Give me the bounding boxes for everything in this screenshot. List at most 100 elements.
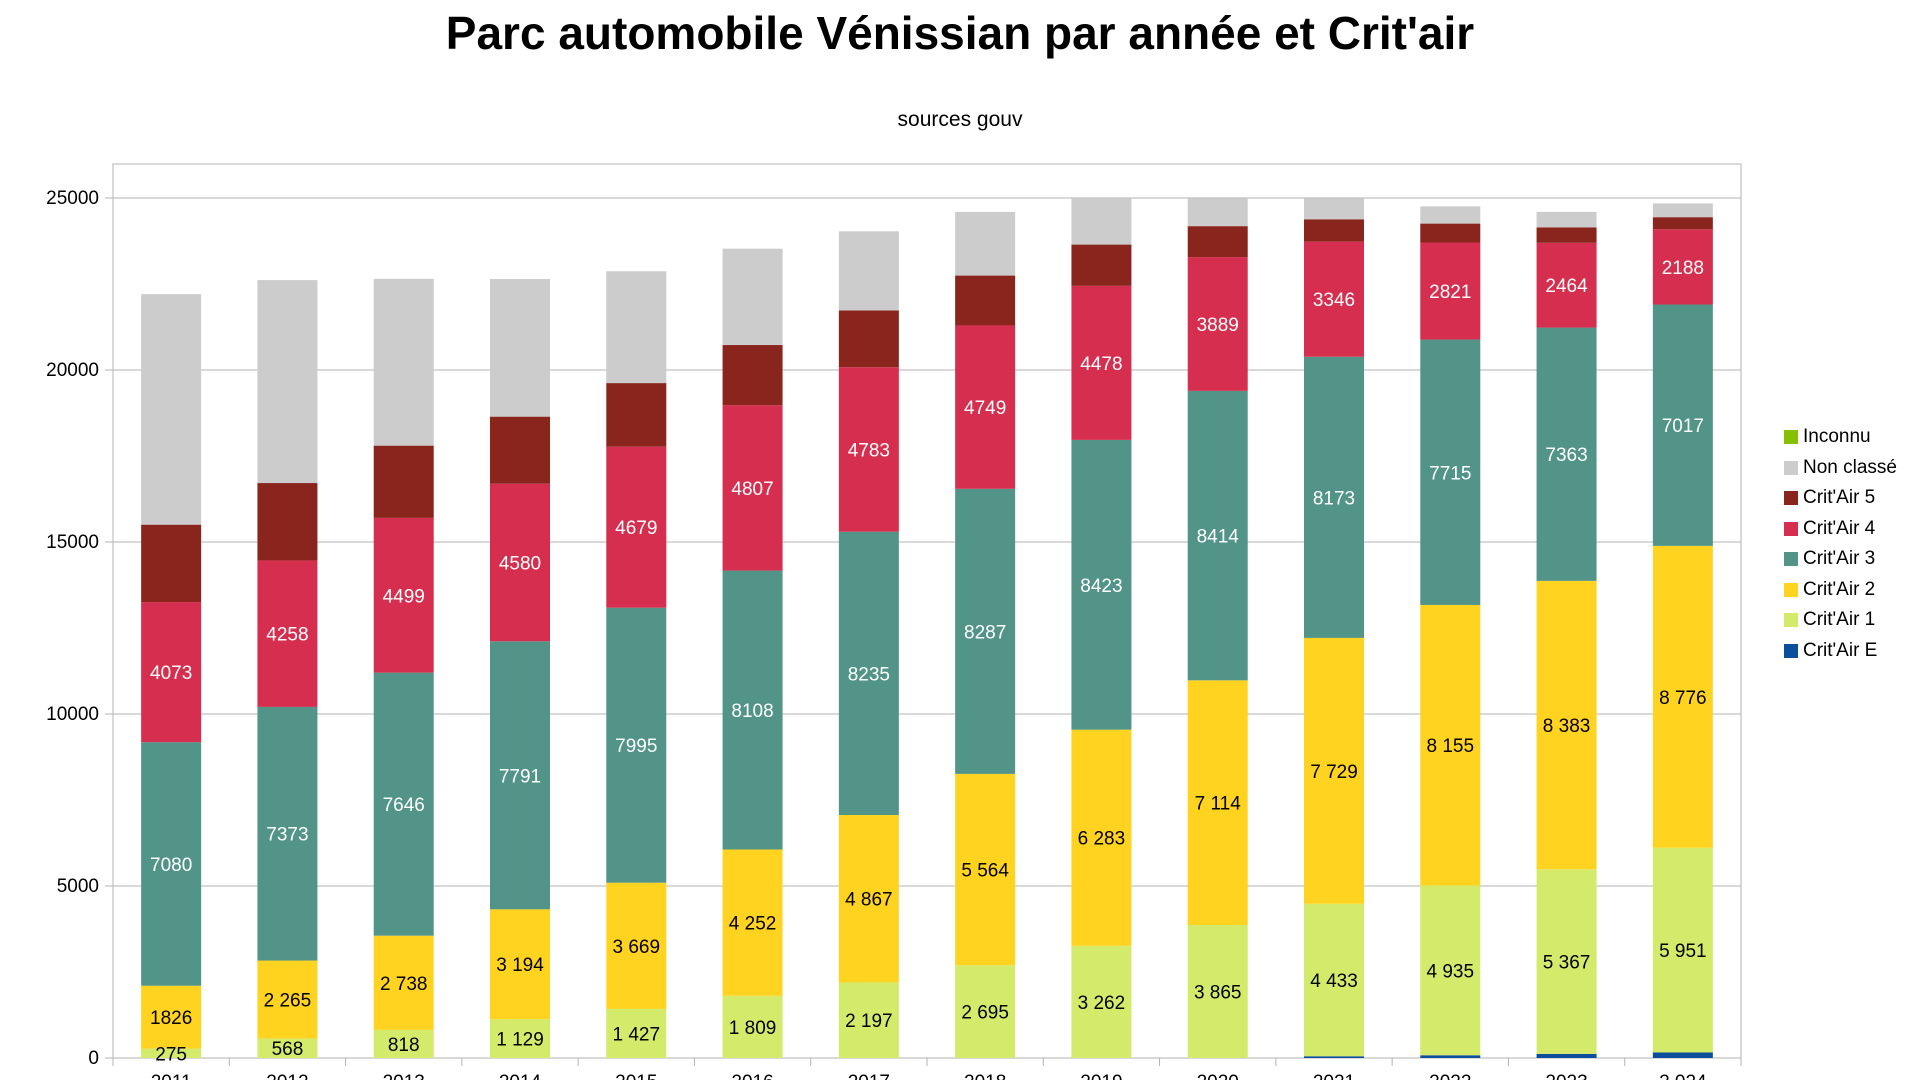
bar-segment <box>1304 241 1364 357</box>
data-label: 3889 <box>1197 315 1239 336</box>
x-tick-label: 2012 <box>266 1072 308 1080</box>
bar-segment <box>141 524 202 603</box>
bar-segment <box>1187 390 1248 681</box>
bar-segment <box>1536 1053 1597 1058</box>
data-label: 7 114 <box>1195 794 1242 815</box>
data-label: 818 <box>388 1035 420 1056</box>
legend-swatch <box>1784 430 1798 445</box>
legend-label: Crit'Air 4 <box>1803 517 1876 539</box>
bar-segment <box>722 405 783 571</box>
legend-swatch <box>1784 552 1798 567</box>
bar-segment <box>955 773 1016 966</box>
bar-segment <box>1304 1056 1364 1058</box>
data-label: 8423 <box>1080 576 1122 597</box>
bar-segment <box>1071 285 1132 440</box>
bar-segment <box>1304 219 1364 242</box>
bar-segment <box>373 1029 434 1058</box>
bar-segment <box>838 531 899 815</box>
data-label: 7373 <box>266 825 308 846</box>
bar-segment <box>1187 198 1248 227</box>
data-label: 4258 <box>266 625 308 646</box>
bar-segment <box>1420 885 1481 1056</box>
data-label: 1 129 <box>496 1030 544 1051</box>
legend-label: Crit'Air 2 <box>1803 578 1876 600</box>
data-label: 275 <box>155 1044 187 1065</box>
bar-segment <box>1187 257 1248 391</box>
bar-segment <box>1536 227 1597 243</box>
bar-segment <box>955 488 1016 774</box>
data-label: 5 564 <box>961 861 1009 882</box>
bar-segment <box>1652 304 1713 546</box>
bar-segment <box>490 416 550 484</box>
x-tick-label: 2017 <box>848 1072 890 1080</box>
bar-segment <box>606 607 667 883</box>
bar-segment <box>257 560 318 707</box>
data-label: 8173 <box>1313 488 1355 509</box>
legend-label: Crit'Air 3 <box>1803 548 1876 570</box>
chart-title: Parc automobile Vénissian par année et C… <box>445 7 1475 59</box>
bar-segment <box>1536 242 1597 328</box>
x-tick-label: 2013 <box>383 1072 425 1080</box>
bar-segment <box>1420 242 1481 340</box>
legend-label: Crit'Air 1 <box>1803 609 1876 631</box>
bar-segment <box>490 483 550 642</box>
legend-label: Inconnu <box>1803 426 1871 448</box>
data-label: 568 <box>272 1039 304 1060</box>
bar-segment <box>1652 217 1713 230</box>
bar-segment <box>1420 604 1481 886</box>
bar-segment <box>722 248 783 346</box>
data-label: 2464 <box>1545 276 1588 297</box>
bar-segment <box>606 1008 667 1058</box>
bar-segment <box>722 570 783 850</box>
data-label: 3 194 <box>496 955 544 976</box>
bar-segment <box>1420 223 1481 243</box>
data-label: 8108 <box>731 701 773 722</box>
data-label: 8 776 <box>1659 688 1707 709</box>
legend-swatch <box>1784 582 1798 597</box>
data-label: 4807 <box>731 479 773 500</box>
bar-segment <box>1071 729 1132 946</box>
legend-item: Crit'Air 2 <box>1784 575 1897 606</box>
data-label: 4679 <box>615 518 657 539</box>
bar-segment <box>373 517 434 673</box>
bar-segment <box>257 1038 318 1058</box>
bar-segment <box>838 367 899 532</box>
bar-segment <box>722 995 783 1058</box>
bar-segment <box>1420 206 1481 224</box>
bar-segment <box>838 982 899 1058</box>
data-label: 8414 <box>1197 527 1240 548</box>
data-label: 2 695 <box>961 1003 1009 1024</box>
data-label: 4 433 <box>1310 971 1358 992</box>
bar-segment <box>141 985 202 1049</box>
bar-segment <box>373 935 434 1030</box>
data-label: 3 865 <box>1194 983 1242 1004</box>
legend-swatch <box>1784 643 1798 658</box>
data-label: 1826 <box>150 1008 192 1029</box>
bar-segment <box>955 211 1016 276</box>
bar-segment <box>373 672 434 936</box>
data-label: 3 669 <box>613 937 661 958</box>
bar-segment <box>606 882 667 1009</box>
data-label: 8 383 <box>1543 716 1591 737</box>
y-tick-label: 10000 <box>46 704 99 725</box>
bar-segment <box>722 345 783 406</box>
bar-segment <box>606 383 667 447</box>
data-label: 8 155 <box>1427 736 1475 757</box>
y-tick-label: 5000 <box>57 876 99 897</box>
bar-segment <box>955 325 1016 489</box>
bar-segment <box>1652 229 1713 305</box>
y-tick-label: 15000 <box>46 532 99 553</box>
data-label: 2188 <box>1662 258 1704 279</box>
bar-segment <box>606 446 667 608</box>
bar-segment <box>257 280 318 484</box>
data-label: 1 427 <box>613 1024 661 1045</box>
bar-segment <box>1420 339 1481 605</box>
bar-segment <box>1071 244 1132 286</box>
data-label: 4749 <box>964 398 1006 419</box>
x-tick-label: 2023 <box>1545 1072 1587 1080</box>
x-tick-label: 2019 <box>1080 1072 1122 1080</box>
x-tick-label: 2021 <box>1313 1072 1355 1080</box>
bar-segment <box>1536 580 1597 870</box>
legend-swatch <box>1784 491 1798 506</box>
bar-segment <box>1304 356 1364 638</box>
